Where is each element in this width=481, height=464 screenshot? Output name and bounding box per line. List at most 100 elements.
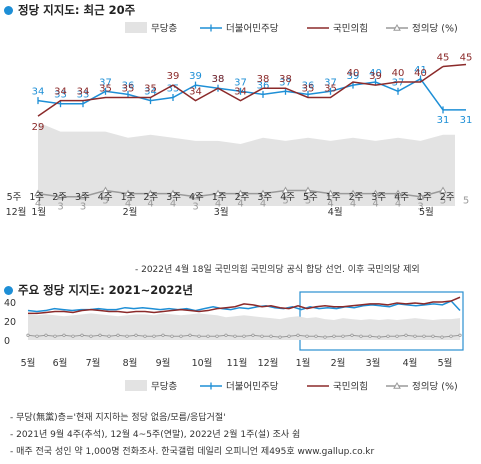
data-label: 35 <box>324 84 337 95</box>
data-label: 36 <box>302 80 315 91</box>
point-marker <box>214 189 222 197</box>
y-tick-label: 0 <box>4 336 10 347</box>
point-marker <box>260 334 264 338</box>
data-label: 4 <box>35 199 41 210</box>
legend-label: 정의당 (%) <box>412 382 458 393</box>
legend-swatch-independent <box>125 22 147 33</box>
point-marker <box>386 334 390 338</box>
week-label: 1주 <box>417 192 432 203</box>
data-label: 4 <box>395 199 401 210</box>
point-marker <box>413 334 417 338</box>
y-tick-label: 20 <box>4 317 16 328</box>
point-marker <box>215 334 219 338</box>
point-marker <box>326 189 335 197</box>
month-label-2: 8월 <box>123 357 138 369</box>
data-label: 38 <box>257 74 270 85</box>
legend-label: 더불어민주당 <box>226 382 279 393</box>
point-marker <box>269 334 273 338</box>
point-marker <box>236 189 245 197</box>
month-label: 1월 <box>31 206 46 218</box>
data-label: 34 <box>32 87 45 98</box>
week-label: 3주 <box>371 192 386 203</box>
legend-label: 국민의힘 <box>333 382 368 393</box>
point-marker <box>116 333 120 337</box>
week-label: 2주 <box>349 192 364 203</box>
data-label: 4 <box>327 199 333 210</box>
chart2-title: 주요 정당 지지도: 2021~2022년 <box>18 283 193 297</box>
point-marker <box>422 334 426 338</box>
point-marker <box>71 334 75 338</box>
month-label-2: 12월 <box>258 357 279 369</box>
data-label: 45 <box>460 53 473 64</box>
legend-label: 정의당 (%) <box>412 24 458 35</box>
data-label: 4 <box>170 199 176 210</box>
month-label-2: 10월 <box>192 357 213 369</box>
data-label: 39 <box>167 71 180 82</box>
point-marker <box>349 189 357 197</box>
legend-label: 무당층 <box>151 382 177 393</box>
y-tick-label: 40 <box>4 298 16 309</box>
point-marker <box>304 186 312 194</box>
point-marker <box>377 335 381 339</box>
month-label-2: 1월 <box>296 357 311 369</box>
data-label: 40 <box>347 68 360 79</box>
point-marker <box>146 189 155 197</box>
point-marker <box>287 334 291 338</box>
data-label: 38 <box>212 74 225 85</box>
data-label: 40 <box>392 68 405 79</box>
data-label: 3 <box>80 202 86 213</box>
data-label: 37 <box>99 77 112 88</box>
point-marker <box>80 333 84 337</box>
month-label-2: 2월 <box>331 357 346 369</box>
month-label-2: 7월 <box>86 357 101 369</box>
data-label: 4 <box>350 199 356 210</box>
data-label: 4 <box>215 199 221 210</box>
data-label: 35 <box>167 84 180 95</box>
point-marker <box>206 334 210 338</box>
area-independent-2 <box>28 313 460 340</box>
point-marker <box>278 335 282 339</box>
point-marker <box>440 335 444 339</box>
data-label: 4 <box>237 199 243 210</box>
data-label: 4 <box>147 199 153 210</box>
data-label: 3 <box>192 202 198 213</box>
data-label: 3 <box>417 202 423 213</box>
month-label-2: 5월 <box>21 357 36 369</box>
point-marker <box>359 334 363 338</box>
point-marker <box>323 335 327 339</box>
data-label: 37 <box>324 77 337 88</box>
point-marker <box>233 334 237 338</box>
point-marker <box>170 334 174 338</box>
chart1-title: 정당 지지도: 최근 20주 <box>18 3 136 17</box>
merger-note: - 2022년 4월 18일 국민의힘 국민의당 공식 합당 선언. 이후 국민… <box>135 265 420 275</box>
data-label: 34 <box>234 87 247 98</box>
series-line-2 <box>37 65 444 117</box>
bullet-dot-icon <box>4 5 13 15</box>
data-label: 37 <box>279 77 292 88</box>
point-marker <box>224 333 228 337</box>
week-label: 4주 <box>394 192 409 203</box>
data-label: 39 <box>189 71 202 82</box>
legend-item: 정의당 (%) <box>386 24 458 35</box>
data-label: 34 <box>54 87 67 98</box>
data-label: 4 <box>372 199 378 210</box>
data-label: 4 <box>125 199 131 210</box>
data-label: 40 <box>369 68 382 79</box>
data-label: 36 <box>122 80 135 91</box>
series-line-ppp-tail <box>442 63 467 68</box>
data-label: 34 <box>144 87 157 98</box>
data-label: 34 <box>189 87 202 98</box>
legend-item: 무당층 <box>125 380 177 393</box>
point-marker <box>296 333 300 337</box>
data-label: 38 <box>279 74 292 85</box>
point-marker <box>53 334 57 338</box>
data-label: 4 <box>260 199 266 210</box>
bullet-dot-icon <box>4 285 13 295</box>
week-label: 1주 <box>29 192 44 203</box>
point-marker <box>368 334 372 338</box>
footnote-3: - 매주 전국 성인 약 1,000명 전화조사. 한국갤럽 데일리 오피니언 … <box>10 447 375 457</box>
month-label-2: 6월 <box>53 357 68 369</box>
point-marker <box>439 186 447 194</box>
week-label: 4주 <box>189 192 204 203</box>
